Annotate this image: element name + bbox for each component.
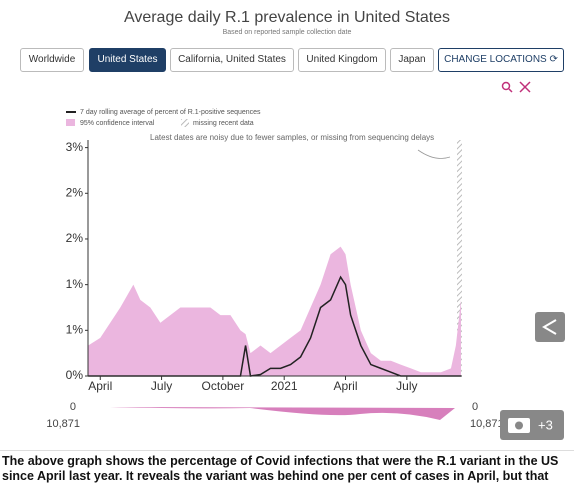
share-button[interactable] <box>535 312 565 342</box>
chart: 0 10,871 0 10,871 +3 7 day rolling avera… <box>46 81 565 440</box>
location-button[interactable]: Worldwide <box>20 48 84 72</box>
x-tick-label: April <box>88 379 112 393</box>
y-tick-label: 1% <box>66 277 84 291</box>
y-tick-label: 1% <box>66 322 84 336</box>
reset-zoom[interactable] <box>519 81 531 93</box>
location-button[interactable]: Japan <box>390 48 434 72</box>
location-button[interactable]: United States <box>89 48 166 72</box>
brush-label: 0 <box>70 401 76 413</box>
chart-title: Average daily R.1 prevalence in United S… <box>123 9 451 26</box>
x-tick-label: October <box>202 379 245 393</box>
zoom-in[interactable] <box>501 81 511 91</box>
legend-label: 95% confidence interval <box>80 120 155 127</box>
brush-label: 10,871 <box>46 418 80 430</box>
brush-shape <box>110 407 455 420</box>
brush-label: 0 <box>472 401 478 413</box>
gallery-badge[interactable]: +3 <box>500 410 564 440</box>
change-locations-button[interactable]: CHANGE LOCATIONS ⟳ <box>438 48 564 72</box>
legend-swatch <box>66 119 75 126</box>
legend-label: missing recent data <box>193 120 254 127</box>
missing-region <box>457 140 462 376</box>
brush: 0 10,871 0 10,871 <box>46 401 503 430</box>
camera-lens <box>515 421 523 430</box>
annotation-arrow <box>417 149 451 159</box>
share-bg <box>535 312 565 342</box>
confidence-area <box>88 246 461 376</box>
location-button[interactable]: California, United States <box>170 48 294 72</box>
location-button[interactable]: United Kingdom <box>298 48 386 72</box>
y-tick-label: 2% <box>66 185 84 199</box>
x-tick-label: 2021 <box>271 379 298 393</box>
zoom-controls <box>501 81 531 93</box>
y-tick-label: 3% <box>66 140 84 154</box>
x-tick-label: July <box>396 379 417 393</box>
zoom-in-handle <box>508 88 513 93</box>
chart-subtitle: Based on reported sample collection date <box>222 29 352 36</box>
y-tick-label: 0% <box>66 368 84 382</box>
legend-swatch <box>181 119 189 127</box>
gallery-count: +3 <box>538 417 553 432</box>
x-tick-label: April <box>334 379 358 393</box>
annotation: Latest dates are noisy due to fewer samp… <box>150 133 434 142</box>
y-tick-label: 2% <box>66 231 84 245</box>
brush-label: 10,871 <box>470 418 504 430</box>
chart-frame: Average daily R.1 prevalence in United S… <box>0 9 574 451</box>
share-icon <box>542 319 557 335</box>
x-tick-label: July <box>151 379 172 393</box>
button-label: CHANGE LOCATIONS <box>444 54 547 65</box>
legend-label: 7 day rolling average of percent of R.1-… <box>80 109 261 116</box>
caption: The above graph shows the percentage of … <box>2 454 559 483</box>
